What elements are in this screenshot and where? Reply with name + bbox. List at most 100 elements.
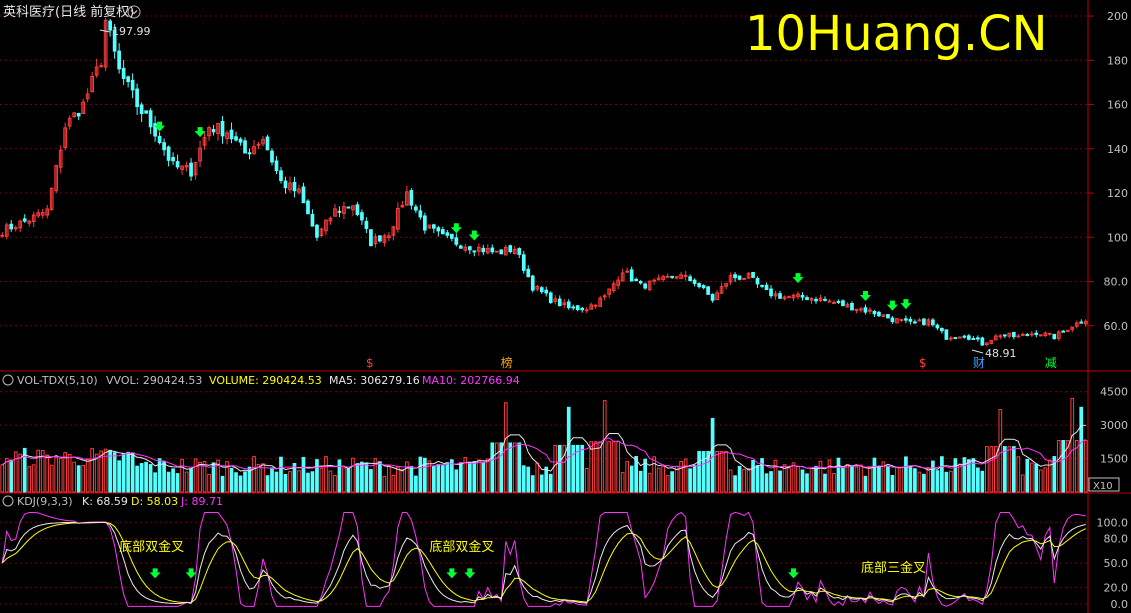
volume-bar [494,442,499,493]
candle-body [616,279,621,286]
volume-tick-label: 1500 [1100,453,1128,466]
volume-bar [148,464,153,493]
candle-body [589,304,594,310]
volume-bar [472,461,477,493]
volume-bar [225,461,229,493]
volume-bar [279,456,283,493]
volume-bar [661,465,665,493]
volume-bar [324,456,328,493]
volume-bar [157,458,162,493]
volume-bar [710,417,715,493]
candle-body [886,313,890,319]
volume-bar [872,457,877,493]
candle-body [940,327,944,332]
candle-body [261,138,265,145]
candle-body [153,123,157,137]
candle-body [99,65,104,68]
candle-body [850,302,854,311]
candle-body [877,311,881,317]
candle-body [1034,332,1039,336]
candle-body [472,250,477,253]
volume-indicator-name[interactable]: VOL-TDX(5,10) [17,374,98,387]
down-arrow-icon [886,300,898,311]
volume-bar [976,467,980,493]
candle-body [0,234,5,237]
candle-body [962,335,967,338]
candle-body [1011,331,1016,338]
price-signal-arrows [154,121,912,311]
candle-body [211,128,216,133]
candle-body [387,235,391,239]
event-marker-list[interactable]: 榜 [501,355,513,370]
volume-bar [90,448,95,493]
candle-body [485,248,490,254]
volume-bar [1020,474,1025,493]
down-arrow-icon [446,568,458,579]
event-marker-dollar[interactable]: $ [919,356,927,370]
volume-bar [769,471,773,493]
candle-body [396,207,400,230]
candle-body [1074,322,1079,327]
volume-bar [962,457,967,493]
candle-body [369,229,373,247]
volume-bar [490,442,495,493]
candle-body [135,88,139,108]
volume-bar [993,446,998,493]
volume-bar [647,472,652,493]
candle-body [1038,334,1043,337]
candle-body [184,164,189,168]
volume-bar [189,468,193,493]
candle-body [405,191,409,206]
candle-body [445,232,450,236]
volume-bar [737,465,742,493]
candle-body [121,67,126,79]
event-marker-finance[interactable]: 财 [973,356,985,370]
volume-bar [351,457,355,493]
candle-body [823,298,827,301]
volume-bar [387,465,391,493]
volume-bar [400,468,405,493]
volume-bar [162,461,166,493]
kdj-annotation: 底部双金叉 [119,539,184,555]
candle-body [575,305,580,310]
candle-body [1043,332,1048,337]
candle-body [180,165,184,170]
volume-bar [575,444,580,493]
volume-bar [926,467,931,493]
candle-body [908,318,913,322]
volume-bar [234,472,238,493]
candle-body [584,309,589,312]
volume-bar [63,452,68,493]
volume-bar [292,463,297,493]
volume-bar [566,406,571,493]
candle-body [571,306,576,309]
volume-tick-label: 3000 [1100,419,1128,432]
volume-bar [809,467,814,493]
chevron-down-icon[interactable] [127,5,141,19]
candle-body [1025,333,1030,336]
candle-body [701,285,706,289]
candle-body [993,335,998,341]
candle-body [49,187,54,210]
event-marker-reduce[interactable]: 减 [1045,356,1057,370]
panel-toggle-icon[interactable] [2,495,14,507]
candle-body [454,237,459,245]
volume-bar [180,458,184,493]
volume-bar [665,475,670,493]
candle-body [611,283,616,292]
volume-bar [850,465,854,493]
candle-body [337,210,342,213]
volume-bar [342,467,346,493]
volume-bar [193,458,198,493]
kdj-annotation: 底部三金叉 [861,560,926,576]
volume-bar [333,475,337,493]
kdj-indicator-name[interactable]: KDJ(9,3,3) [17,495,73,508]
candle-body [512,248,517,254]
panel-toggle-icon[interactable] [2,374,14,386]
d-line [1,521,1086,604]
volume-bar [508,442,513,493]
volume-bar [238,475,243,493]
event-marker-dollar[interactable]: $ [366,356,374,370]
volume-bar [517,442,522,493]
